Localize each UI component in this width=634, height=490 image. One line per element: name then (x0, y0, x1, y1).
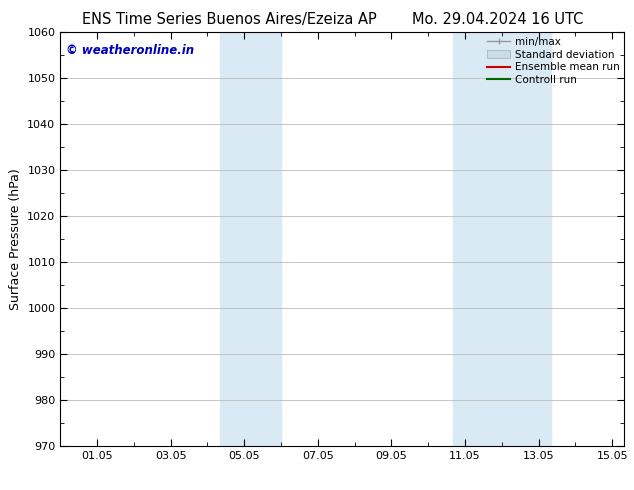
Text: © weatheronline.in: © weatheronline.in (66, 44, 194, 57)
Bar (219, 32, 281, 446)
Bar (453, 32, 551, 446)
Y-axis label: Surface Pressure (hPa): Surface Pressure (hPa) (9, 168, 22, 310)
Text: Mo. 29.04.2024 16 UTC: Mo. 29.04.2024 16 UTC (412, 12, 583, 27)
Text: ENS Time Series Buenos Aires/Ezeiza AP: ENS Time Series Buenos Aires/Ezeiza AP (82, 12, 377, 27)
Legend: min/max, Standard deviation, Ensemble mean run, Controll run: min/max, Standard deviation, Ensemble me… (486, 35, 621, 87)
